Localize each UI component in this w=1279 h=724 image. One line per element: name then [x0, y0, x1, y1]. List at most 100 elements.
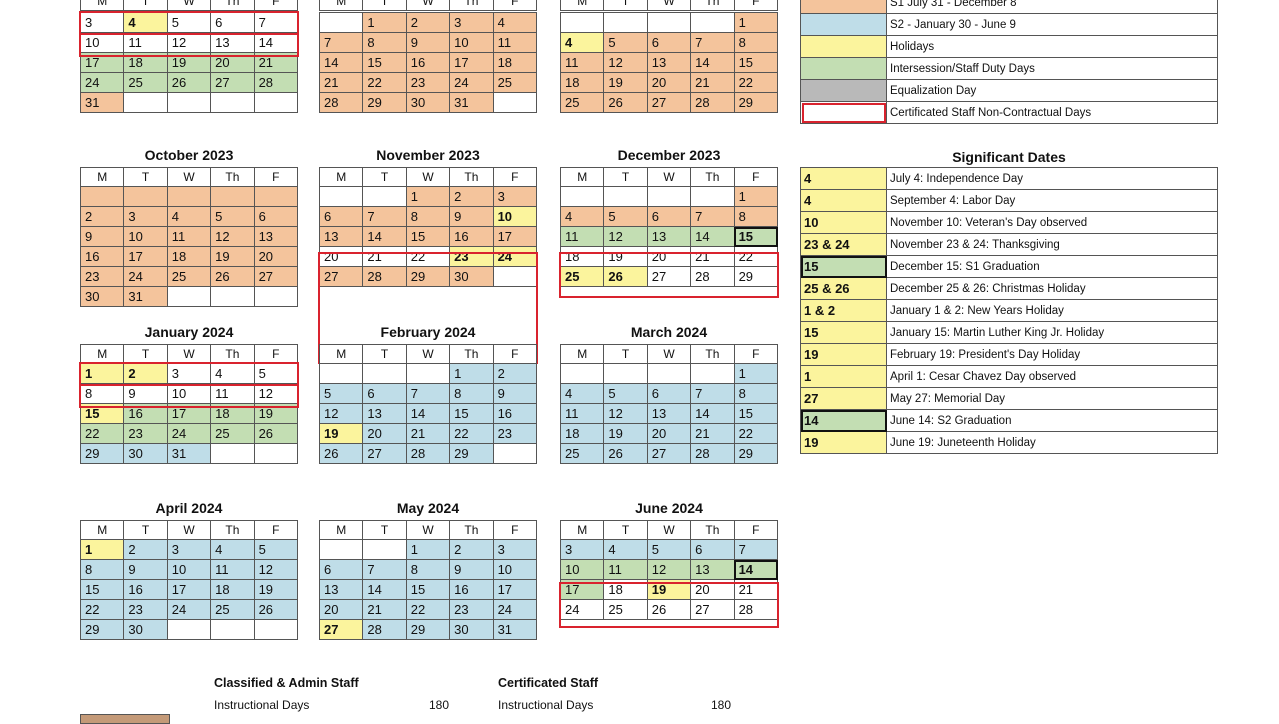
day-cell: 25 [210, 423, 255, 444]
day-cell [559, 363, 605, 384]
day-cell: 6 [646, 206, 692, 227]
significant-date-row: 23 & 24 November 23 & 24: Thanksgiving [800, 233, 1218, 256]
weekday-header-top: M T W Th F [79, 0, 299, 11]
day-cell: 14 [733, 559, 779, 580]
day-cell [492, 92, 538, 113]
month-table: M T W Th F 1 2 3 4 5 8 9 10 11 12 15 16 17 18 19 22 23 24 25 26 2… [79, 520, 299, 640]
week-row: 10 11 12 13 14 [559, 559, 779, 580]
significant-date-day: 25 & 26 [800, 277, 887, 300]
day-cell [362, 539, 407, 560]
weekday-label: W [405, 344, 451, 364]
day-cell: 18 [559, 246, 605, 267]
significant-date-text: December 15: S1 Graduation [886, 255, 1218, 278]
day-cell: 28 [690, 266, 735, 287]
day-cell: 1 [405, 539, 451, 560]
day-cell [492, 266, 538, 287]
weekday-label: F [492, 520, 538, 540]
day-cell: 23 [123, 423, 168, 444]
day-cell: 29 [79, 619, 125, 640]
week-row: 1 [559, 12, 779, 33]
week-row: 6 7 8 9 10 [318, 559, 538, 580]
day-cell: 7 [405, 383, 451, 404]
month-table: 3 4 5 6 7 10 11 12 13 14 17 18 19 20 21 24 25 26 27 28 31 [79, 12, 299, 113]
significant-date-day: 4 [800, 189, 887, 212]
day-cell: 13 [318, 579, 364, 600]
week-row: 17 18 19 20 21 [559, 579, 779, 600]
weekday-label: W [646, 0, 692, 11]
week-row: 14 15 16 17 18 [318, 52, 538, 73]
day-cell: 15 [733, 52, 779, 73]
legend-item: Holidays [800, 35, 1218, 58]
day-cell: 20 [253, 246, 299, 267]
week-row: 10 11 12 13 14 [79, 32, 299, 53]
day-cell: 25 [603, 599, 648, 620]
day-cell: 21 [690, 246, 735, 267]
day-cell: 5 [210, 206, 255, 227]
weekday-label: Th [210, 344, 255, 364]
day-cell: 5 [603, 383, 648, 404]
weekday-label: F [492, 167, 538, 187]
day-cell [166, 92, 212, 113]
significant-date-day: 14 [800, 409, 887, 432]
day-cell [405, 363, 451, 384]
day-cell: 29 [733, 266, 779, 287]
day-cell: 2 [449, 186, 494, 207]
day-cell: 12 [166, 32, 212, 53]
day-cell: 12 [253, 559, 299, 580]
day-cell: 14 [690, 226, 735, 247]
day-cell: 21 [690, 423, 735, 444]
day-cell [362, 363, 407, 384]
day-cell: 18 [166, 246, 212, 267]
week-row: 18 19 20 21 22 [559, 246, 779, 267]
day-cell: 18 [123, 52, 168, 73]
day-cell: 26 [210, 266, 255, 287]
day-cell: 22 [449, 423, 494, 444]
weekday-label: M [318, 520, 364, 540]
day-cell: 3 [166, 363, 212, 384]
day-cell: 1 [733, 12, 779, 33]
significant-date-row: 19 February 19: President's Day Holiday [800, 343, 1218, 366]
weekday-label: W [166, 0, 212, 11]
significant-date-day: 4 [800, 167, 887, 190]
weekday-label: Th [690, 520, 735, 540]
week-row: 12 13 14 15 16 [318, 403, 538, 424]
day-cell: 7 [690, 206, 735, 227]
day-cell: 10 [492, 206, 538, 227]
day-cell: 7 [362, 559, 407, 580]
day-cell: 26 [166, 72, 212, 93]
day-cell: 28 [405, 443, 451, 464]
day-cell: 20 [362, 423, 407, 444]
week-row: 20 21 22 23 24 [318, 599, 538, 620]
legend-label: Holidays [886, 35, 1218, 58]
day-cell: 24 [79, 72, 125, 93]
day-cell: 15 [79, 579, 125, 600]
week-row: 25 26 27 28 29 [559, 92, 779, 113]
month-title: November 2023 [376, 147, 480, 163]
weekday-header-top: M T W Th F [318, 0, 538, 11]
day-cell: 1 [733, 363, 779, 384]
week-row: 9 10 11 12 13 [79, 226, 299, 247]
day-cell: 11 [210, 383, 255, 404]
weekday-label: T [603, 520, 648, 540]
day-cell: 27 [318, 619, 364, 640]
day-cell: 17 [123, 246, 168, 267]
day-cell: 1 [79, 539, 125, 560]
day-cell: 7 [253, 12, 299, 33]
day-cell: 1 [405, 186, 451, 207]
day-cell: 3 [79, 12, 125, 33]
day-cell: 12 [253, 383, 299, 404]
month-table: 1 4 5 6 7 8 11 12 13 14 15 18 19 20 21 22 25 26 27 28 29 [559, 12, 779, 113]
month-table: M T W Th F 1 2 3 6 7 8 9 10 13 14 15 16 17 20 21 22 23 24 27 28 2… [318, 167, 538, 287]
legend-label: S1 July 31 - December 8 [886, 0, 1218, 14]
day-cell: 8 [449, 383, 494, 404]
day-cell: 17 [492, 226, 538, 247]
day-cell: 19 [253, 403, 299, 424]
weekday-label: M [79, 0, 125, 11]
day-cell: 12 [646, 559, 692, 580]
week-row: 31 [79, 92, 299, 113]
legend-label: S2 - January 30 - June 9 [886, 13, 1218, 36]
day-cell: 13 [318, 226, 364, 247]
